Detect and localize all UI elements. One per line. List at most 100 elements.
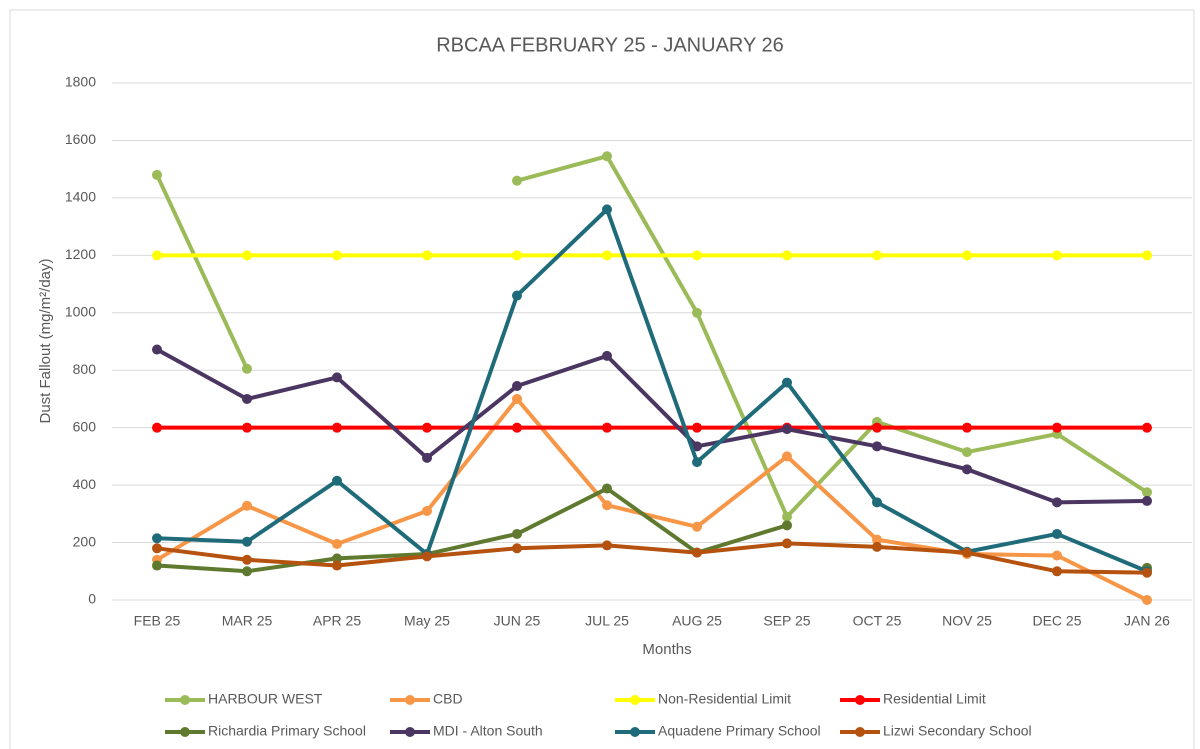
series-line (156, 207, 1148, 574)
y-tick-label: 1400 (65, 189, 96, 205)
data-point (1052, 497, 1062, 508)
data-point (692, 307, 702, 318)
data-point (512, 175, 522, 186)
data-point (602, 350, 612, 361)
y-tick-label: 200 (73, 533, 97, 549)
legend-label: Lizwi Secondary School (883, 723, 1032, 739)
data-point (962, 447, 972, 458)
data-point (692, 457, 702, 468)
data-point (962, 250, 972, 261)
x-tick-label: FEB 25 (134, 613, 181, 629)
data-point (872, 534, 882, 545)
data-point (512, 422, 522, 433)
x-tick-label: JUL 25 (585, 613, 629, 629)
data-point (152, 533, 162, 544)
legend-dot (405, 727, 415, 737)
data-point (152, 560, 162, 571)
data-point (152, 169, 162, 180)
data-point (152, 250, 162, 261)
data-point (1052, 250, 1062, 261)
data-point (872, 497, 882, 508)
data-point (332, 538, 342, 549)
x-tick-label: AUG 25 (672, 613, 722, 629)
data-point (332, 553, 342, 564)
data-point (512, 381, 522, 392)
data-point (422, 452, 432, 463)
data-point (332, 560, 342, 571)
data-point (1142, 422, 1152, 433)
legend-label: Non-Residential Limit (658, 691, 791, 707)
data-point (512, 290, 522, 301)
data-point (1142, 250, 1152, 261)
data-point (1142, 495, 1152, 506)
data-point (242, 536, 252, 547)
data-point (332, 372, 342, 383)
data-point (782, 538, 792, 549)
data-point (1142, 567, 1152, 578)
chart-border (9, 9, 1195, 749)
legend-label: MDI - Alton South (433, 723, 543, 739)
legend-dot (180, 695, 190, 705)
data-point (512, 393, 522, 404)
data-point (602, 151, 612, 162)
legend-dot (855, 727, 865, 737)
data-point (602, 500, 612, 511)
legend-label: CBD (433, 691, 463, 707)
data-point (872, 441, 882, 452)
x-tick-label: JAN 26 (1124, 613, 1170, 629)
data-point (242, 422, 252, 433)
data-point (782, 520, 792, 531)
data-point (242, 250, 252, 261)
data-point (872, 250, 882, 261)
x-tick-label: NOV 25 (942, 613, 992, 629)
data-point (602, 250, 612, 261)
data-point (602, 422, 612, 433)
data-point (602, 204, 612, 215)
data-point (332, 250, 342, 261)
data-point (1052, 566, 1062, 577)
data-point (782, 511, 792, 522)
data-point (692, 422, 702, 433)
legend-label: Residential Limit (883, 691, 986, 707)
data-point (782, 377, 792, 388)
data-point (602, 483, 612, 494)
data-point (782, 451, 792, 462)
y-tick-label: 600 (73, 418, 97, 434)
y-tick-label: 0 (88, 591, 96, 607)
data-point (422, 422, 432, 433)
data-point (242, 393, 252, 404)
data-point (152, 344, 162, 355)
data-point (152, 543, 162, 554)
legend-label: Aquadene Primary School (658, 723, 821, 739)
x-tick-label: JUN 25 (494, 613, 541, 629)
data-point (1142, 595, 1152, 605)
legend-label: HARBOUR WEST (208, 691, 323, 707)
data-point (1052, 528, 1062, 539)
y-tick-label: 1600 (65, 131, 96, 147)
data-point (242, 363, 252, 374)
data-point (1052, 550, 1062, 561)
series-line (155, 154, 1149, 519)
y-tick-label: 800 (73, 361, 97, 377)
x-tick-label: APR 25 (313, 613, 361, 629)
data-point (242, 500, 252, 511)
data-point (422, 250, 432, 261)
x-tick-label: MAR 25 (222, 613, 273, 629)
legend-dot (630, 727, 640, 737)
x-axis-label: Months (642, 641, 691, 658)
chart-title: RBCAA FEBRUARY 25 - JANUARY 26 (436, 34, 784, 56)
y-tick-label: 1200 (65, 246, 96, 262)
x-tick-label: SEP 25 (763, 613, 810, 629)
data-point (782, 424, 792, 435)
y-tick-label: 1800 (65, 74, 96, 90)
data-point (962, 422, 972, 433)
legend-dot (855, 695, 865, 705)
legend-dot (180, 727, 190, 737)
data-point (692, 547, 702, 558)
legend-label: Richardia Primary School (208, 723, 366, 739)
legend-dot (630, 695, 640, 705)
data-point (422, 551, 432, 562)
data-point (242, 566, 252, 577)
data-point (242, 554, 252, 565)
